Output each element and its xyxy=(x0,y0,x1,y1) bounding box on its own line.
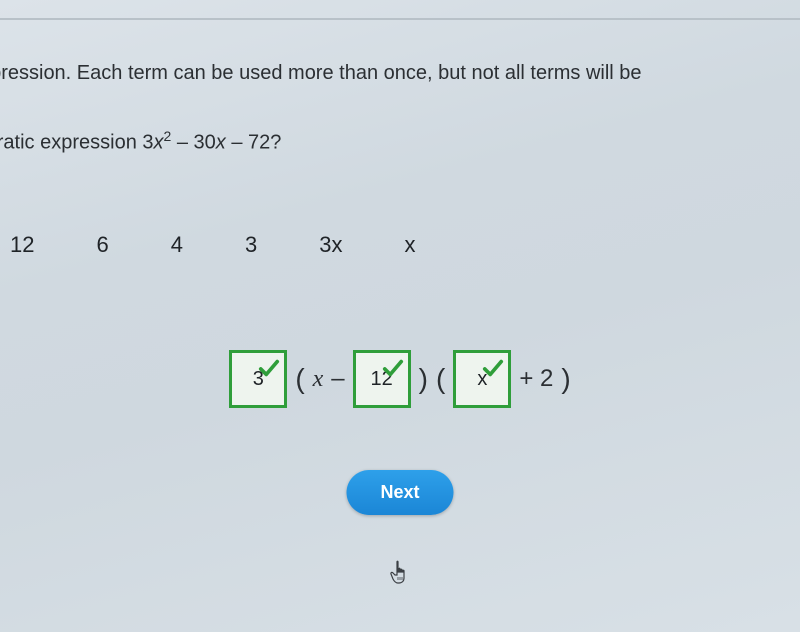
close-paren-1: ) xyxy=(419,363,428,395)
instruction-var-x: x xyxy=(154,132,164,154)
check-icon xyxy=(482,357,504,379)
hand-cursor-icon xyxy=(386,560,414,588)
instruction-line-2: n of the quadratic expression 3x2 – 30x … xyxy=(0,128,281,155)
instruction-line-2-prefix: n of the quadratic expression 3 xyxy=(0,132,154,154)
check-icon xyxy=(382,357,404,379)
close-paren-2: ) xyxy=(561,363,570,395)
open-paren-1: ( xyxy=(295,363,304,395)
drop-slot-1[interactable]: 3 xyxy=(229,350,287,408)
term-bank: 12 6 4 3 3x x xyxy=(10,232,780,258)
term-6[interactable]: 6 xyxy=(96,232,108,258)
expr-plus-2: + 2 xyxy=(519,365,553,393)
expr-x-1: x xyxy=(313,366,324,393)
open-paren-2: ( xyxy=(436,363,445,395)
term-12[interactable]: 12 xyxy=(10,232,34,258)
term-x[interactable]: x xyxy=(404,232,415,258)
drop-slot-2[interactable]: 12 xyxy=(353,350,411,408)
term-3[interactable]: 3 xyxy=(245,232,257,258)
instruction-line-1: on on the expression. Each term can be u… xyxy=(0,62,800,85)
instruction-var-x2: x xyxy=(216,132,226,154)
expr-minus: – xyxy=(331,365,344,393)
check-icon xyxy=(258,357,280,379)
term-3x[interactable]: 3x xyxy=(319,232,342,258)
divider xyxy=(0,18,800,20)
next-button[interactable]: Next xyxy=(346,470,453,515)
drop-slot-3[interactable]: x xyxy=(453,350,511,408)
instruction-line-2-suffix: – 72? xyxy=(226,132,282,154)
term-4[interactable]: 4 xyxy=(171,232,183,258)
instruction-line-2-mid: – 30 xyxy=(171,132,215,154)
answer-expression: 3 ( x – 12 ) ( x + 2 ) xyxy=(0,350,800,408)
